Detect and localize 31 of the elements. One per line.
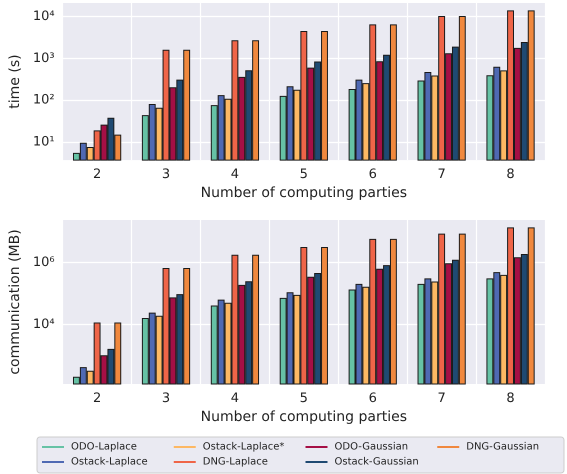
x-tick-label: 5 <box>300 167 308 182</box>
y-axis-title: communication (MB) <box>7 229 23 375</box>
legend-label: ODO-Gaussian <box>334 442 408 452</box>
x-tick-label: 2 <box>92 167 102 182</box>
legend-label: DNG-Gaussian <box>466 442 540 452</box>
y-tick-label: 10⁴ <box>32 8 55 24</box>
x-tick-label: 4 <box>230 391 240 406</box>
x-tick-label: 7 <box>438 391 446 406</box>
x-axis-title: Number of computing parties <box>200 408 408 425</box>
y-tick-label: 10² <box>32 92 55 108</box>
legend-label: DNG-Laplace <box>202 456 268 468</box>
x-tick-label: 7 <box>438 167 446 182</box>
y-axis-title: time (s) <box>7 54 23 109</box>
legend-label: Ostack-Laplace <box>71 456 148 468</box>
x-tick-label: 6 <box>368 167 377 182</box>
x-tick-label: 2 <box>92 391 102 406</box>
x-tick-label: 6 <box>368 391 377 406</box>
x-tick-label: 3 <box>162 167 170 182</box>
x-tick-label: 5 <box>300 391 308 406</box>
legend-label: ODO-Laplace <box>71 442 137 452</box>
legend-label: Ostack-Laplace* <box>202 442 284 452</box>
x-tick-label: 3 <box>162 391 170 406</box>
x-axis-title: Number of computing parties <box>200 185 408 201</box>
x-tick-label: 8 <box>506 167 515 182</box>
y-tick-label: 10¹ <box>32 134 55 150</box>
x-tick-label: 8 <box>506 391 515 406</box>
legend-label: Ostack-Gaussian <box>334 456 419 468</box>
y-tick-label: 10³ <box>32 50 55 66</box>
y-tick-label: 10⁴ <box>32 316 55 332</box>
x-tick-label: 4 <box>230 167 240 182</box>
y-tick-label: 10⁶ <box>32 255 55 270</box>
